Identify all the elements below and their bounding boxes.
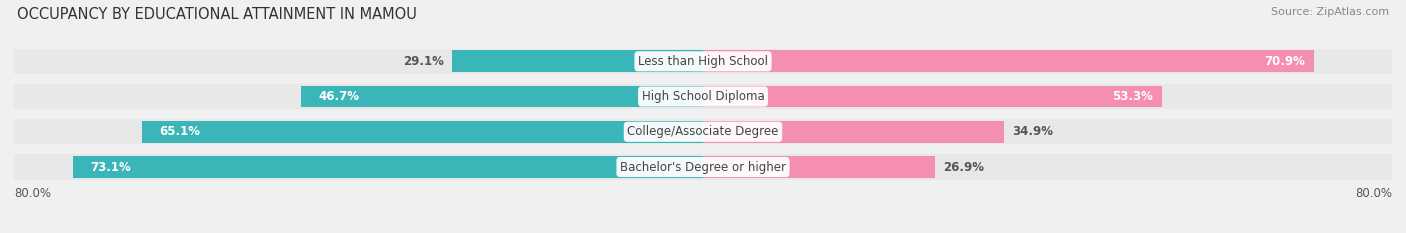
Text: Bachelor's Degree or higher: Bachelor's Degree or higher — [620, 161, 786, 174]
Text: 65.1%: 65.1% — [160, 125, 201, 138]
Bar — [14, 119, 1392, 144]
Bar — [14, 154, 1392, 180]
Text: Source: ZipAtlas.com: Source: ZipAtlas.com — [1271, 7, 1389, 17]
Text: 46.7%: 46.7% — [318, 90, 359, 103]
Text: 26.9%: 26.9% — [943, 161, 984, 174]
Text: Less than High School: Less than High School — [638, 55, 768, 68]
Text: 80.0%: 80.0% — [1355, 187, 1392, 200]
Bar — [703, 50, 1313, 72]
Text: 34.9%: 34.9% — [1012, 125, 1053, 138]
Text: OCCUPANCY BY EDUCATIONAL ATTAINMENT IN MAMOU: OCCUPANCY BY EDUCATIONAL ATTAINMENT IN M… — [17, 7, 416, 22]
Text: College/Associate Degree: College/Associate Degree — [627, 125, 779, 138]
Text: 53.3%: 53.3% — [1112, 90, 1153, 103]
Bar — [703, 121, 1004, 143]
Bar — [14, 84, 1392, 109]
Bar — [703, 156, 935, 178]
Text: High School Diploma: High School Diploma — [641, 90, 765, 103]
Bar — [142, 121, 703, 143]
Bar — [453, 50, 703, 72]
Bar — [73, 156, 703, 178]
Text: 80.0%: 80.0% — [14, 187, 51, 200]
Text: 73.1%: 73.1% — [91, 161, 131, 174]
Bar — [301, 86, 703, 107]
Text: 29.1%: 29.1% — [404, 55, 444, 68]
Text: 70.9%: 70.9% — [1264, 55, 1305, 68]
Bar — [703, 86, 1161, 107]
Legend: Owner-occupied, Renter-occupied: Owner-occupied, Renter-occupied — [568, 232, 838, 233]
Bar — [14, 49, 1392, 74]
